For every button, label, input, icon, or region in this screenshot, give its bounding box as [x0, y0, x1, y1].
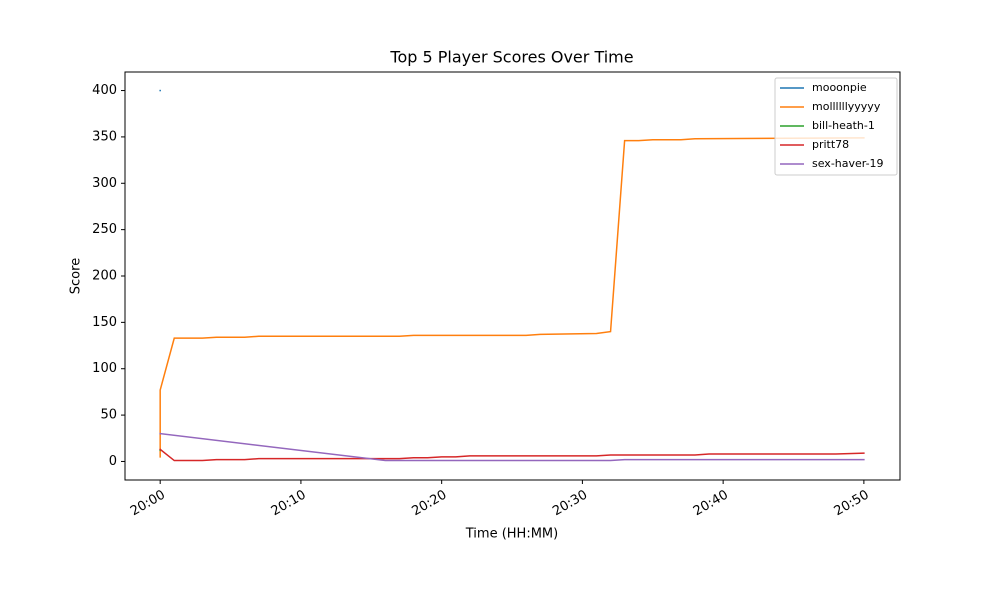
y-tick-label: 300 — [92, 176, 117, 191]
legend-label: mollllllyyyyy — [812, 100, 881, 113]
x-tick-label: 20:50 — [832, 488, 872, 520]
y-tick-label: 400 — [92, 83, 117, 98]
x-tick-label: 20:10 — [269, 488, 309, 520]
x-tick-label: 20:00 — [128, 488, 168, 520]
series-line — [159, 432, 865, 462]
x-tick-label: 20:30 — [550, 488, 590, 520]
series-line — [159, 448, 865, 462]
y-tick-label: 200 — [92, 269, 117, 284]
legend-box — [774, 77, 898, 176]
y-tick-label: 250 — [92, 222, 117, 237]
y-tick-label: 350 — [92, 129, 117, 144]
series-line — [159, 137, 865, 458]
legend-label: pritt78 — [812, 138, 849, 151]
y-tick-label: 0 — [109, 454, 117, 469]
x-axis-label: Time (HH:MM) — [465, 527, 558, 542]
y-tick-label: 100 — [92, 361, 117, 376]
y-axis-label: Score — [69, 258, 84, 294]
x-tick-label: 20:40 — [691, 488, 731, 520]
legend-label: bill-heath-1 — [812, 119, 875, 132]
chart-title: Top 5 Player Scores Over Time — [389, 48, 633, 67]
legend-label: sex-haver-19 — [812, 157, 884, 170]
x-tick-label: 20:20 — [409, 488, 449, 520]
legend: mooonpie mollllllyyyyy bill-heath-1 pritt78… — [774, 77, 898, 176]
y-tick-label: 50 — [100, 408, 117, 423]
legend-label: mooonpie — [812, 81, 867, 94]
y-tick-label: 150 — [92, 315, 117, 330]
